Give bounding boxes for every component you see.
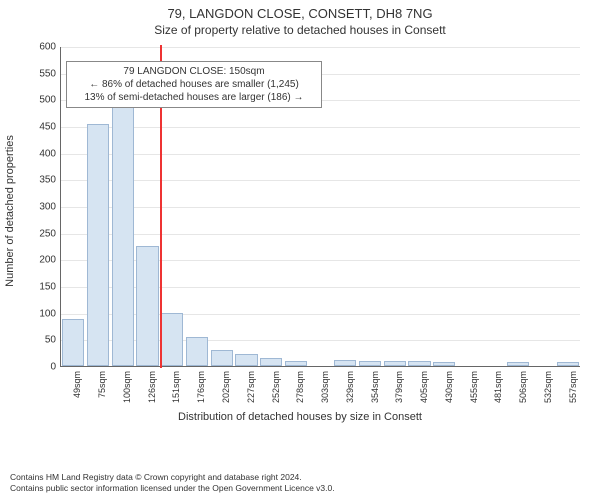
x-tick: 303sqm xyxy=(308,369,333,415)
y-tick: 600 xyxy=(0,42,56,53)
x-tick-label: 455sqm xyxy=(469,371,479,403)
x-tick-label: 430sqm xyxy=(444,371,454,403)
bar xyxy=(433,362,455,366)
x-tick: 455sqm xyxy=(456,369,481,415)
annotation-line: ← 86% of detached houses are smaller (1,… xyxy=(73,78,315,91)
y-tick: 250 xyxy=(0,228,56,239)
x-tick-label: 532sqm xyxy=(543,371,553,403)
x-tick: 506sqm xyxy=(506,369,531,415)
x-tick: 151sqm xyxy=(159,369,184,415)
y-tick: 300 xyxy=(0,202,56,213)
x-tick: 379sqm xyxy=(382,369,407,415)
bar xyxy=(260,358,282,366)
y-tick: 100 xyxy=(0,308,56,319)
footer-line: Contains HM Land Registry data © Crown c… xyxy=(10,472,335,483)
x-tick: 176sqm xyxy=(184,369,209,415)
bar xyxy=(557,362,579,366)
x-tick: 100sqm xyxy=(110,369,135,415)
x-tick: 354sqm xyxy=(357,369,382,415)
bar xyxy=(62,319,84,366)
x-tick: 430sqm xyxy=(431,369,456,415)
x-tick-label: 506sqm xyxy=(518,371,528,403)
x-tick-label: 379sqm xyxy=(394,371,404,403)
bar-slot xyxy=(457,47,482,366)
bar xyxy=(112,105,134,366)
bar xyxy=(384,361,406,366)
bar-slot xyxy=(382,47,407,366)
x-tick: 557sqm xyxy=(555,369,580,415)
x-tick-label: 354sqm xyxy=(370,371,380,403)
x-tick-label: 303sqm xyxy=(320,371,330,403)
plot-area: 79 LANGDON CLOSE: 150sqm ← 86% of detach… xyxy=(60,47,580,367)
annotation-line: 79 LANGDON CLOSE: 150sqm xyxy=(73,65,315,78)
x-tick-label: 227sqm xyxy=(246,371,256,403)
bar-slot xyxy=(555,47,580,366)
x-tick-label: 151sqm xyxy=(171,371,181,403)
bar-slot xyxy=(432,47,457,366)
y-tick: 400 xyxy=(0,148,56,159)
bar xyxy=(87,124,109,366)
x-tick-label: 49sqm xyxy=(72,371,82,398)
annotation-box: 79 LANGDON CLOSE: 150sqm ← 86% of detach… xyxy=(66,61,322,108)
y-tick: 50 xyxy=(0,335,56,346)
bar-slot xyxy=(506,47,531,366)
y-tick: 550 xyxy=(0,68,56,79)
x-tick-label: 100sqm xyxy=(122,371,132,403)
x-tick: 227sqm xyxy=(233,369,258,415)
x-tick: 49sqm xyxy=(60,369,85,415)
x-tick-label: 75sqm xyxy=(97,371,107,398)
bar-slot xyxy=(358,47,383,366)
bar xyxy=(408,361,430,366)
bar-slot xyxy=(481,47,506,366)
bar xyxy=(211,350,233,366)
bar xyxy=(235,354,257,366)
x-tick: 202sqm xyxy=(209,369,234,415)
bar-slot xyxy=(333,47,358,366)
bar xyxy=(334,360,356,366)
x-tick-label: 481sqm xyxy=(493,371,503,403)
annotation-line: 13% of semi-detached houses are larger (… xyxy=(73,91,315,104)
x-tick-label: 252sqm xyxy=(271,371,281,403)
bar xyxy=(285,361,307,366)
x-tick: 75sqm xyxy=(85,369,110,415)
y-tick: 200 xyxy=(0,255,56,266)
x-tick-label: 176sqm xyxy=(196,371,206,403)
y-tick: 500 xyxy=(0,95,56,106)
x-tick: 278sqm xyxy=(283,369,308,415)
page-title: 79, LANGDON CLOSE, CONSETT, DH8 7NG xyxy=(0,0,600,21)
x-axis-label: Distribution of detached houses by size … xyxy=(0,411,600,423)
bar-slot xyxy=(407,47,432,366)
x-axis-ticks: 49sqm 75sqm 100sqm 126sqm 151sqm 176sqm 202sqm… xyxy=(60,369,580,415)
bar-slot xyxy=(531,47,556,366)
bar xyxy=(507,362,529,366)
x-tick: 252sqm xyxy=(258,369,283,415)
y-tick: 350 xyxy=(0,175,56,186)
bar xyxy=(161,313,183,366)
x-tick-label: 126sqm xyxy=(147,371,157,403)
x-tick-label: 329sqm xyxy=(345,371,355,403)
x-tick-label: 557sqm xyxy=(568,371,578,403)
x-tick: 405sqm xyxy=(407,369,432,415)
x-tick-label: 278sqm xyxy=(295,371,305,403)
footer-attribution: Contains HM Land Registry data © Crown c… xyxy=(10,472,335,494)
x-tick-label: 405sqm xyxy=(419,371,429,403)
x-tick: 329sqm xyxy=(332,369,357,415)
page-subtitle: Size of property relative to detached ho… xyxy=(0,21,600,41)
bar xyxy=(186,337,208,366)
histogram-chart: Number of detached properties 0501001502… xyxy=(0,41,600,421)
y-tick: 150 xyxy=(0,282,56,293)
x-tick: 126sqm xyxy=(134,369,159,415)
footer-line: Contains public sector information licen… xyxy=(10,483,335,494)
x-tick: 481sqm xyxy=(481,369,506,415)
bar xyxy=(359,361,381,366)
x-tick-label: 202sqm xyxy=(221,371,231,403)
y-tick: 450 xyxy=(0,122,56,133)
y-tick: 0 xyxy=(0,362,56,373)
bar xyxy=(136,246,158,366)
x-tick: 532sqm xyxy=(531,369,556,415)
